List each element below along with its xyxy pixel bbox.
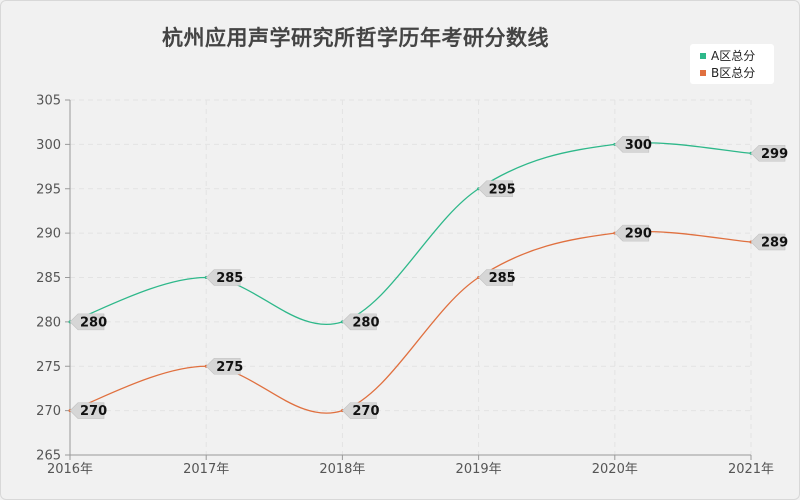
data-label: 280 [80,315,107,330]
x-tick-label: 2021年 [728,462,774,477]
data-label-tag [614,224,650,242]
y-tick-label: 275 [36,360,61,375]
data-label-tag [478,180,513,198]
y-tick-label: 285 [36,271,61,286]
y-tick-label: 290 [36,227,61,242]
chart-title: 杭州应用声学研究所哲学历年考研分数线 [162,26,549,50]
x-tick-label: 2017年 [183,462,229,477]
data-label: 270 [352,404,379,419]
legend-item-b[interactable]: B区总分 [700,65,755,81]
legend: A区总分 B区总分 [690,44,774,84]
x-tick-label: 2018年 [319,462,365,477]
legend-label-b: B区总分 [711,66,756,80]
data-label: 285 [216,271,243,286]
y-tick-label: 295 [36,182,61,197]
data-label-tag [614,136,650,153]
y-tick-label: 300 [36,138,61,153]
data-label: 295 [489,182,516,197]
x-tick-label: 2016年 [47,462,93,477]
data-label-tag [750,233,786,251]
legend-item-a[interactable]: A区总分 [700,48,755,64]
data-label: 285 [489,271,516,286]
x-tick-label: 2019年 [456,462,502,477]
data-label: 289 [761,236,788,251]
data-label-tag [69,402,105,419]
x-tick-label: 2020年 [592,462,638,477]
legend-label-a: A区总分 [711,49,756,63]
data-label-tag [341,313,377,331]
y-tick-label: 265 [36,449,61,464]
data-label: 275 [216,360,243,375]
y-tick-label: 305 [36,94,61,109]
data-label-tag [750,144,786,162]
y-tick-label: 270 [36,404,61,419]
legend-swatch-a [700,52,706,59]
data-label-tag [478,269,513,286]
legend-swatch-b [700,69,706,76]
data-label-tag [341,402,377,419]
y-tick-label: 280 [36,315,61,330]
data-label-tag [69,313,105,331]
data-label: 300 [625,138,652,153]
data-label: 270 [80,404,107,419]
data-label: 290 [625,227,652,242]
data-label: 299 [761,147,788,162]
data-label-tag [205,357,241,375]
data-label: 280 [352,315,379,330]
data-label-tag [205,269,241,286]
